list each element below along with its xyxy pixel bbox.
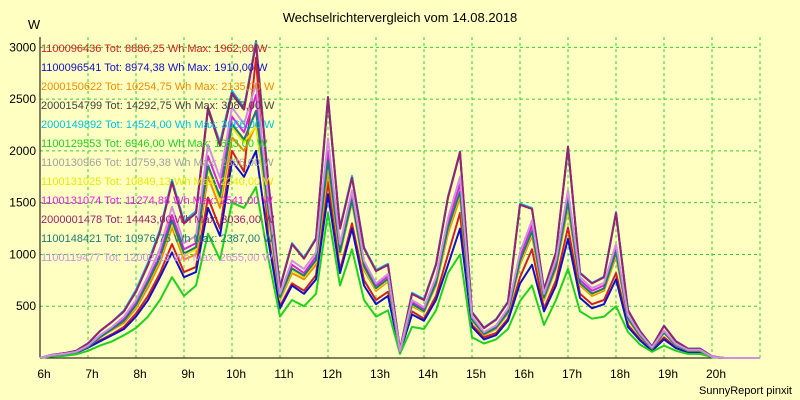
x-tick-label: 17h [562,367,582,381]
y-tick-label: 2000 [9,144,36,158]
legend-entry: 2000150622 Tot: 10254,75 Wh Max: 2135,00… [41,81,275,93]
chart-title: Wechselrichtervergleich vom 14.08.2018 [282,10,518,25]
x-tick-label: 13h [370,367,390,381]
y-tick-label: 1000 [9,247,36,261]
y-tick-label: 2500 [9,92,36,106]
x-tick-label: 14h [418,367,438,381]
y-axis-unit: W [28,17,41,32]
x-tick-label: 15h [466,367,486,381]
legend-entry: 1100096436 Tot: 8886,25 Wh Max: 1962,00 … [41,43,268,55]
y-tick-label: 1500 [9,196,36,210]
x-tick-label: 10h [226,367,246,381]
x-tick-label: 12h [322,367,342,381]
legend-entry: 2000154799 Tot: 14292,75 Wh Max: 3087,00… [41,100,275,112]
legend-entry: 1100119477 Tot: 12002,13 Wh Max: 2655,00… [41,252,273,264]
plot-area [40,37,760,358]
legend-entry: 1100148421 Tot: 10976,75 Wh Max: 2387,00… [41,233,274,245]
x-tick-label: 9h [181,367,194,381]
x-tick-label: 16h [514,367,534,381]
legend-entry: 1100131025 Tot: 10849,13 Wh Max: 2240,00… [41,176,274,188]
x-tick-label: 6h [37,367,50,381]
x-tick-label: 8h [133,367,146,381]
series-line [39,82,760,359]
footer-credit: SunnyReport pinxit [699,385,792,397]
x-tick-label: 19h [658,367,678,381]
series-line [39,186,760,359]
x-tick-label: 7h [85,367,98,381]
y-tick-label: 500 [16,299,36,313]
legend-entry: 1100131074 Tot: 11274,88 Wh Max: 2541,00… [41,195,273,207]
y-tick-label: 3000 [9,40,36,54]
legend-entry: 1100130966 Tot: 10759,38 Wh Max: 2386,00… [41,157,274,169]
x-tick-label: 18h [610,367,630,381]
legend-entry: 2000001478 Tot: 14443,00 Wh Max: 3036,00… [41,214,275,226]
x-tick-label: 20h [706,367,726,381]
legend: 1100096436 Tot: 8886,25 Wh Max: 1962,00 … [41,43,275,264]
legend-entry: 1100096541 Tot: 8974,38 Wh Max: 1910,00 … [41,62,268,74]
legend-entry: 1100129553 Tot: 6946,00 Wh Max: 1653,00 … [41,138,268,150]
x-tick-label: 11h [274,367,293,381]
legend-entry: 2000149892 Tot: 14524,00 Wh Max: 3066,00… [41,119,275,131]
